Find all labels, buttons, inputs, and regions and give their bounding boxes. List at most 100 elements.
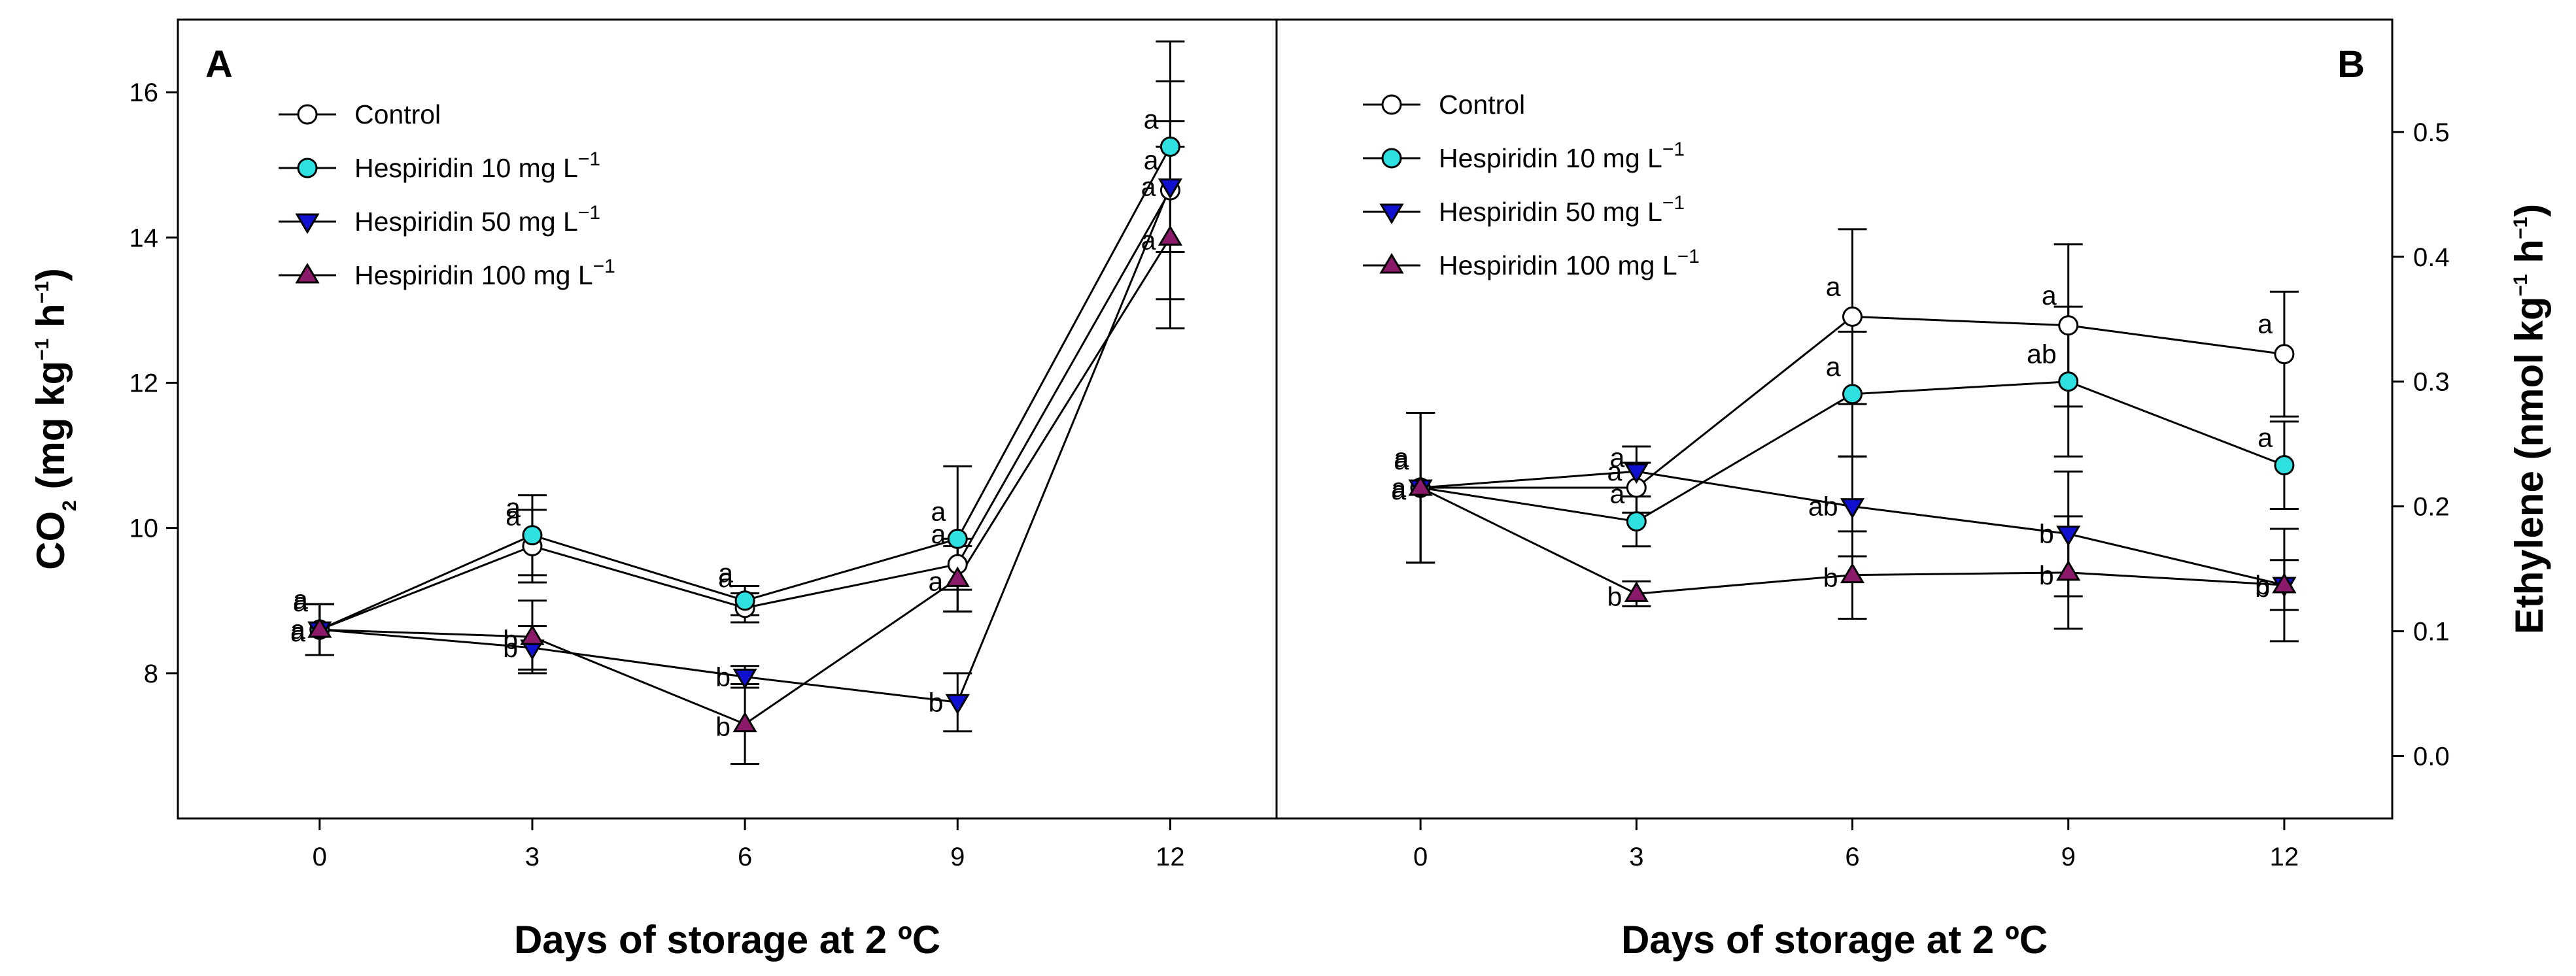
- data-point: [307, 617, 332, 638]
- series-line: [319, 237, 1171, 726]
- significance-label: a: [506, 493, 521, 523]
- significance-label: a: [1826, 271, 1841, 301]
- significance-label: a: [290, 617, 305, 647]
- significance-label: b: [2255, 570, 2270, 600]
- significance-label: a: [2258, 423, 2273, 453]
- significance-label: b: [1607, 581, 1623, 611]
- series-line: [319, 190, 1171, 631]
- y-tick-label: 8: [144, 660, 158, 688]
- significance-label: a: [1141, 172, 1156, 202]
- data-point: [2056, 560, 2081, 581]
- significance-label: a: [1610, 479, 1625, 509]
- data-point: [522, 525, 543, 546]
- legend-entry: Control: [1439, 90, 1525, 120]
- y-axis-title: Ethylene (nmol kg−1 h−1): [2507, 204, 2551, 635]
- data-point: [945, 694, 970, 715]
- significance-label: a: [290, 614, 305, 645]
- legend-marker: [297, 158, 318, 178]
- panel-label: B: [2337, 43, 2365, 86]
- significance-label: a: [1394, 445, 1409, 475]
- x-tick-label: 12: [1156, 843, 1185, 871]
- significance-label: b: [1823, 563, 1838, 593]
- panel-label: A: [205, 43, 233, 86]
- y-tick-label: 10: [129, 514, 159, 543]
- significance-label: a: [1607, 456, 1623, 486]
- y-tick-label: 0.5: [2413, 118, 2450, 147]
- x-tick-label: 3: [1629, 843, 1643, 871]
- data-point: [734, 590, 755, 611]
- legend-entry: Hespiridin 100 mg L−1: [354, 256, 615, 290]
- significance-label: a: [1394, 443, 1409, 473]
- data-point: [1159, 136, 1180, 157]
- significance-label: a: [718, 558, 733, 588]
- y-tick-label: 16: [129, 78, 159, 107]
- significance-label: b: [715, 712, 730, 742]
- significance-label: b: [715, 662, 730, 692]
- data-point: [2274, 344, 2295, 365]
- x-tick-label: 12: [2270, 843, 2299, 871]
- legend-entry: Hespiridin 10 mg L−1: [1439, 139, 1685, 173]
- x-tick-label: 0: [1413, 843, 1428, 871]
- data-point: [945, 566, 970, 587]
- data-point: [2274, 455, 2295, 476]
- data-point: [2058, 371, 2079, 392]
- significance-label: a: [1144, 104, 1159, 134]
- y-tick-label: 0.0: [2413, 743, 2450, 771]
- significance-label: a: [2042, 280, 2057, 311]
- legend-entry: Hespiridin 100 mg L−1: [1439, 246, 1700, 280]
- x-tick-label: 9: [950, 843, 965, 871]
- x-tick-label: 6: [1845, 843, 1859, 871]
- x-tick-label: 0: [313, 843, 327, 871]
- data-point: [520, 624, 545, 645]
- y-tick-label: 12: [129, 369, 159, 397]
- data-point: [2272, 573, 2297, 594]
- y-tick-label: 0.1: [2413, 618, 2450, 647]
- data-point: [1842, 306, 1863, 327]
- data-point: [732, 668, 757, 690]
- significance-label: a: [1144, 145, 1159, 175]
- data-point: [1408, 475, 1433, 496]
- legend-marker: [1379, 203, 1404, 224]
- significance-label: a: [1610, 443, 1625, 473]
- data-point: [2056, 526, 2081, 547]
- significance-label: a: [931, 496, 946, 526]
- significance-label: ab: [1808, 492, 1838, 522]
- legend-entry: Hespiridin 10 mg L−1: [354, 148, 600, 183]
- y-tick-label: 0.2: [2413, 493, 2450, 522]
- data-point: [1624, 581, 1649, 602]
- significance-label: a: [928, 566, 943, 596]
- y-tick-label: 0.3: [2413, 368, 2450, 397]
- significance-label: a: [293, 587, 308, 617]
- legend-marker: [295, 263, 320, 284]
- legend: Control Hespiridin 10 mg L−1 Hespiridin 50…: [279, 99, 615, 290]
- significance-label: a: [931, 519, 946, 549]
- significance-label: b: [928, 687, 943, 717]
- significance-label: a: [1141, 225, 1156, 255]
- legend-marker: [1379, 253, 1404, 274]
- x-axis-title: Days of storage at 2 ºC: [1621, 918, 2048, 962]
- data-point: [1158, 225, 1183, 246]
- significance-label: b: [2039, 560, 2054, 590]
- significance-label: a: [293, 584, 308, 614]
- significance-label: b: [503, 624, 518, 654]
- significance-label: a: [1826, 352, 1841, 382]
- significance-label: a: [2258, 309, 2273, 339]
- y-axis-title: CO2 (mg kg−1 h−1): [29, 268, 80, 570]
- data-point: [1624, 463, 1649, 484]
- plot-frame: [1275, 18, 2394, 820]
- legend-marker: [297, 104, 318, 125]
- significance-label: b: [2039, 519, 2054, 549]
- legend-entry: Hespiridin 50 mg L−1: [354, 202, 600, 237]
- data-point: [732, 711, 757, 733]
- significance-label: b: [503, 633, 518, 663]
- significance-label: ab: [2027, 339, 2057, 369]
- x-tick-label: 6: [738, 843, 752, 871]
- plot-frame: [177, 18, 1278, 820]
- data-point: [1840, 562, 1865, 584]
- significance-label: a: [718, 563, 733, 593]
- legend-entry: Control: [354, 99, 441, 129]
- x-tick-label: 9: [2061, 843, 2076, 871]
- legend-marker: [1381, 148, 1402, 169]
